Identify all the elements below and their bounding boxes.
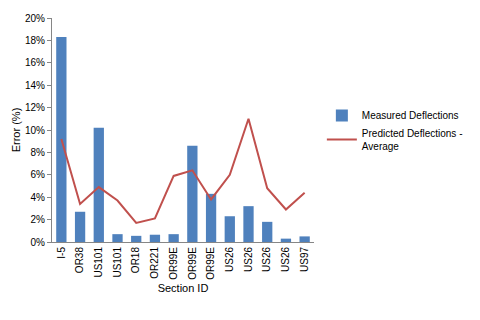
svg-text:4%: 4% bbox=[31, 192, 46, 203]
svg-text:2%: 2% bbox=[31, 214, 46, 225]
svg-text:Section ID: Section ID bbox=[158, 282, 209, 294]
svg-text:US26: US26 bbox=[261, 247, 272, 272]
svg-text:OR99E: OR99E bbox=[168, 247, 179, 280]
svg-text:I-5: I-5 bbox=[56, 247, 67, 259]
svg-text:8%: 8% bbox=[31, 147, 46, 158]
svg-text:Measured Deflections: Measured Deflections bbox=[362, 110, 459, 121]
svg-text:0%: 0% bbox=[31, 237, 46, 248]
svg-text:20%: 20% bbox=[25, 13, 45, 24]
svg-text:OR99E: OR99E bbox=[187, 247, 198, 280]
svg-text:US26: US26 bbox=[280, 247, 291, 272]
svg-text:10%: 10% bbox=[25, 125, 45, 136]
svg-text:US101: US101 bbox=[112, 247, 123, 278]
svg-text:OR38: OR38 bbox=[74, 247, 85, 274]
svg-text:OR18: OR18 bbox=[130, 247, 141, 274]
svg-text:Error (%): Error (%) bbox=[10, 108, 22, 153]
svg-text:18%: 18% bbox=[25, 35, 45, 46]
svg-text:US97: US97 bbox=[299, 247, 310, 272]
svg-text:Predicted Deflections -Average: Predicted Deflections -Average bbox=[362, 128, 463, 152]
svg-text:US26: US26 bbox=[224, 247, 235, 272]
svg-text:16%: 16% bbox=[25, 57, 45, 68]
svg-text:12%: 12% bbox=[25, 102, 45, 113]
svg-text:OR99E: OR99E bbox=[205, 247, 216, 280]
svg-text:6%: 6% bbox=[31, 169, 46, 180]
svg-text:US101: US101 bbox=[93, 247, 104, 278]
svg-text:OR221: OR221 bbox=[149, 247, 160, 279]
svg-text:US26: US26 bbox=[243, 247, 254, 272]
svg-text:14%: 14% bbox=[25, 80, 45, 91]
